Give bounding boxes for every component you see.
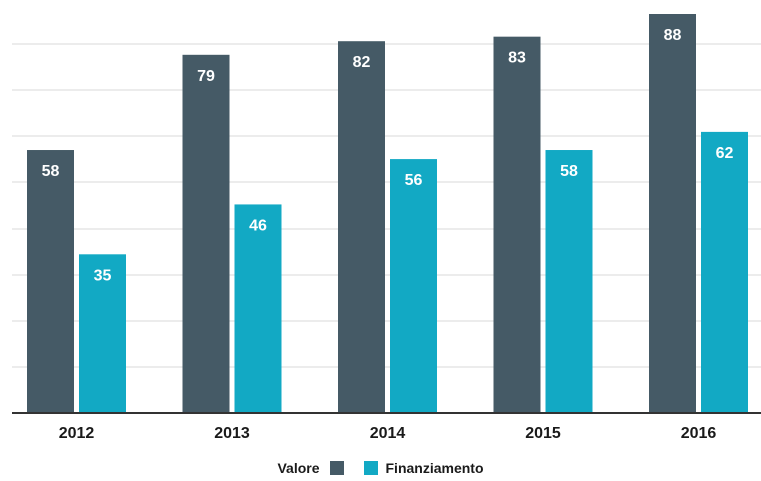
bar-value-label-finanziamento-2014: 56	[405, 172, 423, 189]
bar-value-label-valore-2012: 58	[42, 163, 60, 180]
bar-value-label-valore-2014: 82	[353, 54, 371, 71]
bar-valore-2013	[182, 54, 230, 413]
bars: 58 35 79 46 82 56 83 58 88 62	[12, 14, 761, 414]
bar-value-label-finanziamento-2012: 35	[94, 267, 112, 284]
bar-finanziamento-2015	[545, 150, 593, 414]
legend-swatch-valore	[329, 461, 344, 475]
x-tick-label-2013: 2013	[214, 425, 250, 442]
legend-item-valore: Valore	[277, 460, 344, 476]
bar-valore-2012	[27, 150, 74, 414]
bar-value-label-finanziamento-2015: 58	[560, 163, 578, 180]
x-axis-ticks: 2012 2013 2014 2015 2016	[59, 425, 717, 442]
bar-finanziamento-2013	[234, 204, 282, 413]
legend-label-finanziamento: Finanziamento	[385, 460, 484, 476]
bar-valore-2015	[493, 36, 541, 413]
bar-value-label-valore-2013: 79	[197, 68, 215, 85]
x-tick-label-2014: 2014	[370, 425, 406, 442]
bar-finanziamento-2014	[390, 159, 437, 413]
x-tick-label-2012: 2012	[59, 425, 95, 442]
bar-finanziamento-2016	[701, 131, 748, 414]
legend-swatch-finanziamento	[363, 461, 378, 475]
legend-label-valore: Valore	[277, 460, 320, 476]
bar-valore-2014	[338, 41, 385, 414]
gridlines	[12, 43, 761, 368]
legend: Valore Finanziamento	[0, 460, 761, 476]
x-tick-label-2016: 2016	[681, 425, 717, 442]
bar-valore-2016	[649, 14, 696, 413]
bar-value-label-valore-2015: 83	[508, 50, 526, 67]
x-tick-label-2015: 2015	[525, 425, 561, 442]
bar-value-label-finanziamento-2013: 46	[249, 217, 267, 234]
bar-value-label-finanziamento-2016: 62	[716, 145, 734, 162]
bar-finanziamento-2012	[79, 254, 126, 413]
legend-item-finanziamento: Finanziamento	[363, 460, 484, 476]
bar-value-label-valore-2016: 88	[664, 27, 682, 44]
